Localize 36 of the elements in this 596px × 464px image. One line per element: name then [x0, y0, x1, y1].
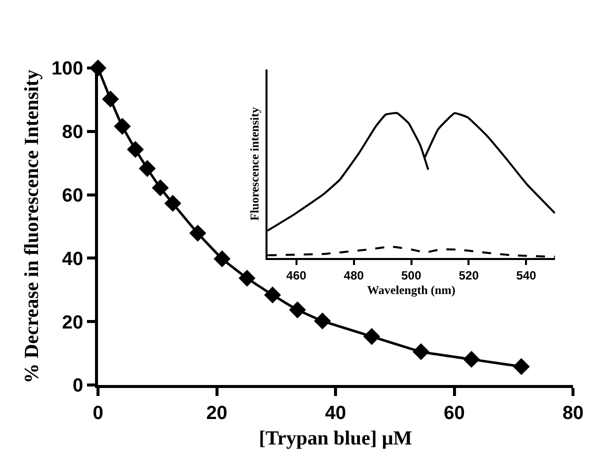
point: [214, 250, 231, 268]
point: [363, 328, 380, 345]
point: [114, 118, 131, 135]
point: [264, 286, 282, 304]
x-tick-label: 460: [286, 268, 307, 283]
y-tick-label: 0: [72, 376, 84, 397]
x-tick-label: 80: [562, 402, 584, 424]
y-tick-label: 60: [62, 185, 84, 206]
y-tick-label: 20: [62, 312, 84, 334]
point: [289, 301, 306, 318]
x-tick-label: 480: [344, 268, 364, 283]
y-tick-label: 80: [62, 122, 84, 144]
y-tick-label: 40: [62, 248, 84, 270]
point: [189, 224, 206, 242]
x-tick-label: 0: [92, 402, 104, 424]
x-tick-label: 520: [458, 268, 480, 283]
x-axis-title: Wavelength (nm): [367, 283, 456, 297]
x-axis-title: [Trypan blue] μM: [258, 427, 412, 450]
point: [314, 312, 331, 330]
x-tick-label: 60: [444, 402, 465, 424]
x-tick-label: 40: [324, 402, 346, 424]
x-tick-label: 540: [516, 268, 537, 283]
point: [463, 350, 480, 368]
point: [512, 358, 530, 376]
point: [238, 270, 256, 287]
y-axis-title: Fluorescence intensity: [247, 107, 262, 221]
point: [164, 194, 182, 212]
point: [102, 90, 119, 108]
y-tick-label: 100: [51, 58, 84, 80]
x-tick-label: 500: [401, 268, 422, 283]
y-axis-title: % Decrease in fluorescence Intensity: [20, 70, 43, 384]
point: [412, 343, 430, 360]
point: [126, 141, 144, 158]
point: [138, 160, 156, 177]
x-tick-label: 20: [206, 402, 228, 424]
point: [152, 179, 169, 196]
